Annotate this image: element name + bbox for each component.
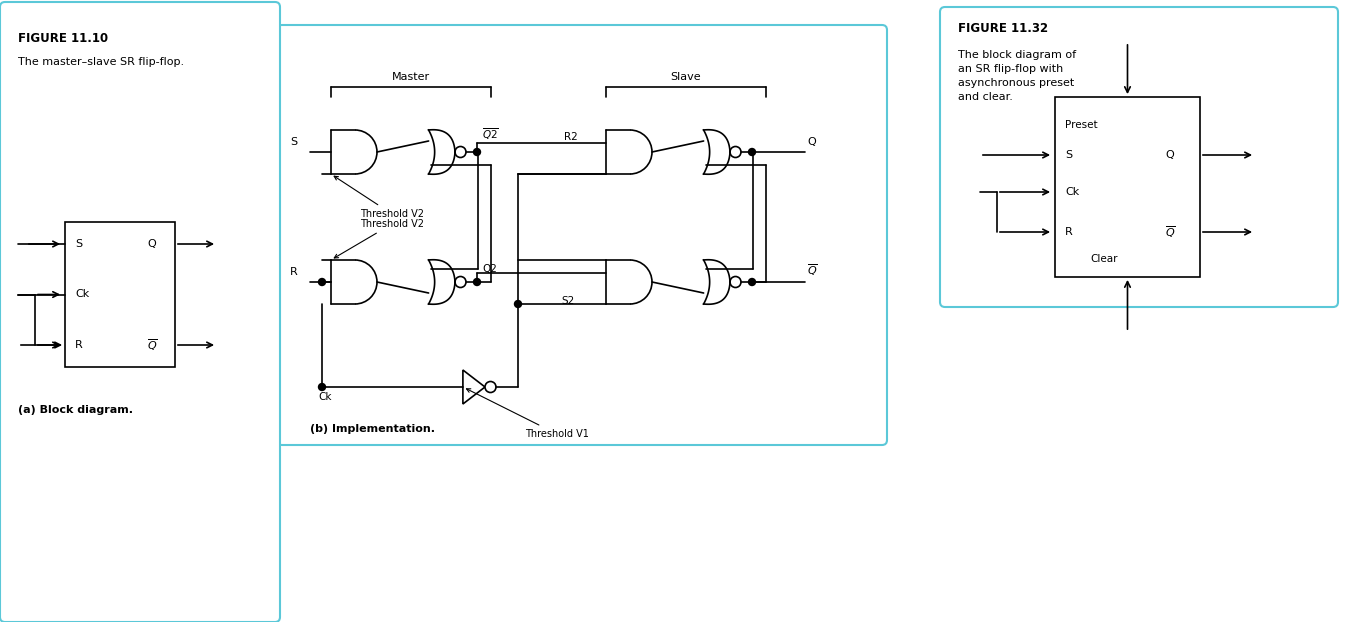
Text: $\overline{Q}$: $\overline{Q}$ [807,262,818,278]
Text: Q: Q [1166,150,1174,160]
Text: FIGURE 11.10: FIGURE 11.10 [18,32,109,45]
Text: Threshold V2: Threshold V2 [334,219,423,258]
Circle shape [514,300,521,307]
Text: Master: Master [392,72,430,82]
Text: The master–slave SR flip-flop.: The master–slave SR flip-flop. [18,57,185,67]
Text: Ck: Ck [75,289,90,300]
Text: R2: R2 [563,132,577,142]
Text: The block diagram of
an SR flip-flop with
asynchronous preset
and clear.: The block diagram of an SR flip-flop wit… [958,50,1076,102]
Text: S2: S2 [562,296,575,306]
Text: S: S [75,239,83,249]
Text: FIGURE 11.32: FIGURE 11.32 [958,22,1048,35]
Text: Q2: Q2 [482,264,497,274]
Text: Ck: Ck [1065,187,1079,197]
Text: Threshold V1: Threshold V1 [467,389,589,439]
Circle shape [730,147,741,157]
FancyBboxPatch shape [277,25,887,445]
Text: (a) Block diagram.: (a) Block diagram. [18,405,133,415]
Circle shape [749,279,756,285]
Text: Preset: Preset [1065,120,1098,130]
Text: Threshold V2: Threshold V2 [334,176,423,219]
Text: Q: Q [147,239,156,249]
Circle shape [474,279,480,285]
Text: (b) Implementation.: (b) Implementation. [309,424,436,434]
FancyBboxPatch shape [0,2,280,622]
Bar [65,222,175,367]
Text: R: R [290,267,297,277]
Text: $\overline{Q2}$: $\overline{Q2}$ [482,126,499,142]
Text: R: R [75,340,83,350]
Circle shape [730,277,741,287]
Circle shape [474,149,480,156]
Text: Clear: Clear [1090,254,1118,264]
Text: Ck: Ck [318,392,331,402]
Text: S: S [290,137,297,147]
FancyBboxPatch shape [940,7,1338,307]
Circle shape [455,277,465,287]
Circle shape [319,384,326,391]
Text: R: R [1065,227,1073,237]
Circle shape [319,279,326,285]
Text: $\overline{Q}$: $\overline{Q}$ [1166,224,1175,240]
Bar [1054,97,1200,277]
Circle shape [749,149,756,156]
Circle shape [484,381,497,392]
Text: Slave: Slave [670,72,702,82]
Text: S: S [1065,150,1072,160]
Circle shape [455,147,465,157]
Text: Q: Q [807,137,816,147]
Text: $\overline{Q}$: $\overline{Q}$ [147,337,157,353]
